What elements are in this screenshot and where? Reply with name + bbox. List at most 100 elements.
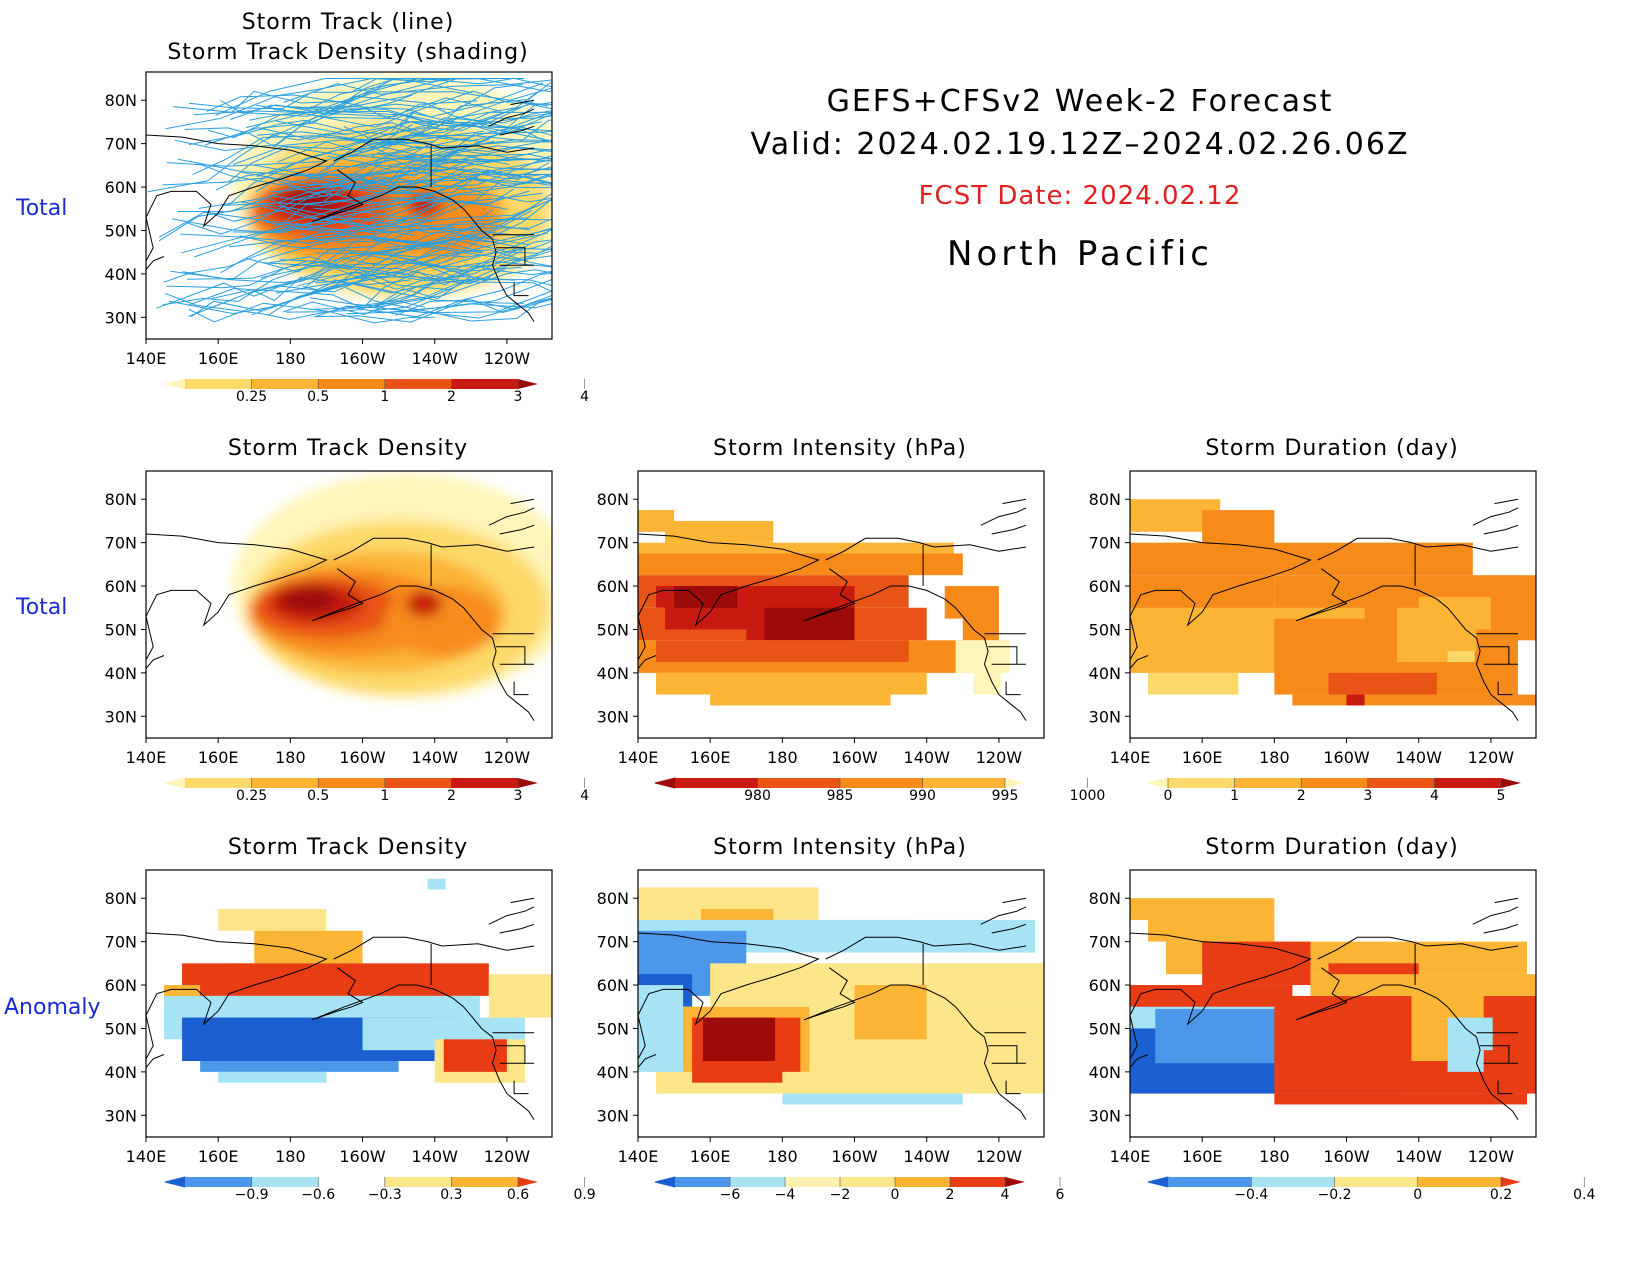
storm-track xyxy=(377,272,552,318)
lat-tick-label: 70N xyxy=(105,933,137,952)
storm-track xyxy=(168,275,477,315)
colorbar-tri-right xyxy=(518,379,538,389)
map-axes: 80N 70N 60N 50N 40N 30N 140E 160E 180 160W 140W 120… xyxy=(105,71,553,368)
storm-track xyxy=(187,191,461,235)
storm-track xyxy=(165,293,426,320)
colorbar-label: 0.25 xyxy=(236,788,267,804)
lat-tick-label: 80N xyxy=(105,91,137,110)
colorbar-label: 0.9 xyxy=(573,1187,595,1203)
coastline xyxy=(146,99,535,322)
panel-content xyxy=(638,498,1027,721)
storm-track xyxy=(345,279,552,314)
colorbar-label: −0.4 xyxy=(1234,1187,1268,1203)
storm-track xyxy=(309,162,550,195)
colorbar-label: 1 xyxy=(1230,788,1239,804)
panel-title-intensity-anomaly: Storm Intensity (hPa) xyxy=(713,835,967,860)
storm-track xyxy=(325,119,552,172)
lat-tick-label: 30N xyxy=(597,1106,629,1125)
map-frame xyxy=(145,71,553,340)
storm-track xyxy=(281,83,524,111)
storm-track xyxy=(236,91,549,117)
map-axes: 80N 70N 60N 50N 40N 30N 140E 160E 180 160W 140W 120… xyxy=(1089,869,1537,1166)
colorbar-swatch xyxy=(318,778,385,788)
lon-tick-label: 160W xyxy=(1323,748,1370,767)
colorbar-swatch xyxy=(1234,778,1302,788)
storm-track xyxy=(348,130,552,158)
storm-track xyxy=(346,303,552,315)
colorbar-label: 2 xyxy=(1297,788,1306,804)
colorbar-swatch xyxy=(1434,778,1501,788)
panel-title-density-anomaly: Storm Track Density xyxy=(227,835,469,860)
storm-track xyxy=(279,227,552,263)
lat-tick-label: 70N xyxy=(1089,534,1121,553)
lat-tick-label: 30N xyxy=(105,707,137,726)
lat-tick-label: 60N xyxy=(105,178,137,197)
map-axes: 80N 70N 60N 50N 40N 30N 140E 160E 180 160W 140W 120… xyxy=(1089,470,1537,767)
storm-track xyxy=(267,282,524,316)
storm-track xyxy=(187,277,470,309)
map-frame xyxy=(145,869,553,1138)
map-frame xyxy=(1129,470,1537,739)
colorbar-label: 980 xyxy=(744,788,771,804)
panel-content xyxy=(1130,498,1536,721)
panel-content xyxy=(146,74,552,324)
lon-tick-label: 140W xyxy=(412,1147,459,1166)
storm-track xyxy=(197,163,468,186)
lat-tick-label: 80N xyxy=(105,490,137,509)
storm-track xyxy=(178,138,490,180)
lon-tick-label: 120W xyxy=(1468,1147,1515,1166)
colorbar-tri-right xyxy=(1501,778,1521,788)
lat-tick-label: 60N xyxy=(597,976,629,995)
row-label-bottom: Anomaly xyxy=(4,995,101,1020)
lon-tick-label: 140E xyxy=(126,748,167,767)
colorbar-intensity: 980 985 990 995 1000 xyxy=(654,777,1105,804)
panel-title-track-shading: Storm Track Density (shading) xyxy=(167,40,529,65)
storm-track xyxy=(313,294,552,323)
lon-tick-label: 140W xyxy=(412,349,459,368)
storm-track xyxy=(296,250,523,287)
storm-track xyxy=(355,174,552,191)
storm-track xyxy=(388,160,552,180)
colorbar-label: −0.2 xyxy=(1318,1187,1352,1203)
lat-tick-label: 40N xyxy=(597,1063,629,1082)
storm-track xyxy=(391,254,552,281)
lat-tick-label: 80N xyxy=(1089,889,1121,908)
storm-track xyxy=(166,141,436,167)
panel-content xyxy=(638,887,1044,1120)
colorbar-label: 0.3 xyxy=(440,1187,462,1203)
storm-track xyxy=(342,159,552,205)
colorbar-swatch xyxy=(1251,1177,1335,1187)
lon-tick-label: 140E xyxy=(618,1147,659,1166)
colorbar-label: 0.5 xyxy=(307,788,329,804)
intensity-anomaly-field xyxy=(638,887,1044,1105)
lon-tick-label: 180 xyxy=(275,748,306,767)
storm-track xyxy=(300,239,552,291)
storm-track xyxy=(162,123,413,186)
colorbar-tri-left xyxy=(654,777,676,789)
colorbar-label: 0 xyxy=(1164,788,1173,804)
storm-track xyxy=(162,264,397,306)
lat-tick-label: 50N xyxy=(1089,620,1121,639)
colorbar-label: 0 xyxy=(1413,1187,1422,1203)
storm-track xyxy=(274,145,552,227)
storm-track xyxy=(241,171,552,190)
lon-tick-label: 140W xyxy=(1396,1147,1443,1166)
storm-track xyxy=(375,158,552,172)
colorbar-label: 1 xyxy=(380,788,389,804)
colorbar-label: 3 xyxy=(514,788,523,804)
lon-tick-label: 120W xyxy=(484,1147,531,1166)
colorbar-tri-right xyxy=(518,778,538,788)
storm-track xyxy=(175,78,397,152)
storm-track xyxy=(370,111,552,158)
storm-track xyxy=(350,110,552,158)
storm-track xyxy=(255,159,541,192)
panel-title-track-line: Storm Track (line) xyxy=(241,10,455,35)
lat-tick-label: 30N xyxy=(597,707,629,726)
lat-tick-label: 60N xyxy=(105,976,137,995)
colorbar-label: 5 xyxy=(1497,788,1506,804)
storm-track xyxy=(204,122,425,146)
colorbar-tri-right xyxy=(1005,778,1025,788)
lat-tick-label: 30N xyxy=(105,1106,137,1125)
colorbar-label: 985 xyxy=(827,788,854,804)
